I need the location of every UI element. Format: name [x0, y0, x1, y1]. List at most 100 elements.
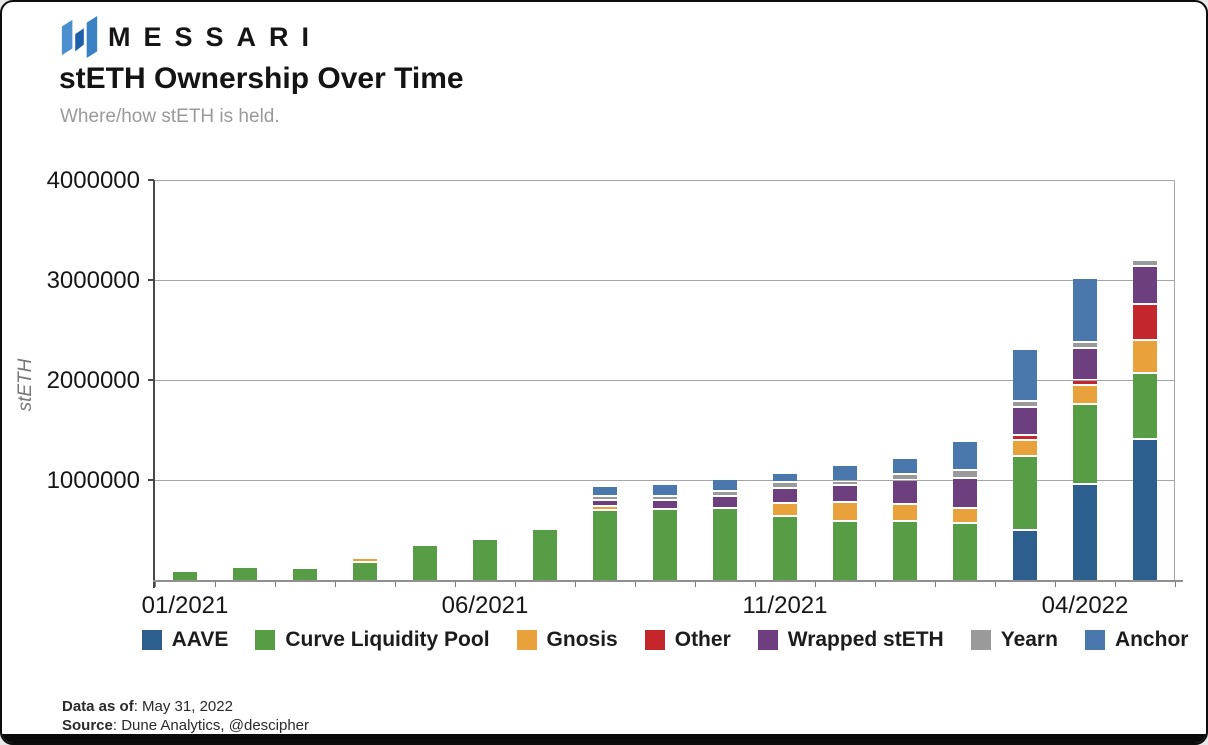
- x-tick-label: 01/2021: [141, 592, 229, 619]
- x-tick-mark: [995, 582, 996, 587]
- y-tick-mark: [148, 379, 154, 381]
- bar-segment-wrapped-steth: [893, 481, 917, 503]
- bar-segment-curve-liquidity-pool: [533, 530, 557, 580]
- bar-segment-curve-liquidity-pool: [413, 546, 437, 580]
- x-tick-mark: [335, 582, 336, 587]
- legend-item-aave[interactable]: AAVE: [141, 628, 228, 652]
- bar-segment-curve-liquidity-pool: [893, 522, 917, 580]
- bar-segment-other: [1073, 381, 1097, 384]
- bar-segment-anchor: [953, 442, 977, 469]
- x-tick-label: 06/2021: [441, 592, 529, 619]
- legend-swatch: [970, 630, 991, 650]
- gridline: [155, 480, 1175, 481]
- gridline: [155, 380, 1175, 381]
- bar-segment-curve-liquidity-pool: [953, 524, 977, 580]
- x-tick-mark: [395, 582, 396, 587]
- stacked-bar-05/2021: [413, 546, 437, 580]
- stacked-bar-09/2021: [653, 485, 677, 580]
- legend-swatch: [255, 630, 276, 650]
- x-tick-mark: [155, 582, 156, 587]
- bar-segment-curve-liquidity-pool: [473, 540, 497, 580]
- y-tick-mark: [148, 479, 154, 481]
- page-title: stETH Ownership Over Time: [59, 62, 464, 95]
- bar-segment-gnosis: [893, 505, 917, 520]
- x-tick-label: 04/2022: [1041, 592, 1129, 619]
- bar-segment-curve-liquidity-pool: [1073, 405, 1097, 483]
- source-line: Source: Dune Analytics, @descipher: [62, 717, 310, 734]
- y-tick-label: 1000000: [46, 467, 140, 494]
- x-tick-mark: [935, 582, 936, 587]
- x-tick-mark: [455, 582, 456, 587]
- x-tick-mark: [275, 582, 276, 587]
- bar-segment-yearn: [1013, 402, 1037, 406]
- gridline: [155, 280, 1175, 281]
- bar-segment-aave: [1073, 485, 1097, 580]
- legend-label: Curve Liquidity Pool: [285, 628, 490, 651]
- messari-logo-icon: [61, 16, 98, 58]
- page-subtitle: Where/how stETH is held.: [60, 106, 280, 127]
- bar-segment-curve-liquidity-pool: [233, 568, 257, 580]
- bar-segment-curve-liquidity-pool: [293, 569, 317, 580]
- bar-segment-gnosis: [353, 559, 377, 561]
- stacked-bar-06/2021: [473, 540, 497, 580]
- legend-swatch: [1084, 630, 1105, 650]
- stacked-bar-02/2022: [953, 442, 977, 580]
- bar-segment-anchor: [833, 466, 857, 480]
- x-tick-label: 11/2021: [742, 592, 828, 619]
- bar-segment-wrapped-steth: [1013, 408, 1037, 434]
- bar-segment-curve-liquidity-pool: [353, 563, 377, 580]
- bar-segment-anchor: [1013, 350, 1037, 400]
- bar-segment-gnosis: [833, 503, 857, 520]
- chart-legend: AAVE Curve Liquidity Pool Gnosis Other Wrapp…: [141, 626, 1188, 654]
- bar-segment-yearn: [593, 497, 617, 499]
- legend-item-other[interactable]: Other: [644, 628, 731, 652]
- bar-segment-yearn: [1073, 343, 1097, 347]
- stacked-bar-03/2022: [1013, 350, 1037, 580]
- bar-segment-anchor: [713, 480, 737, 490]
- legend-item-anchor[interactable]: Anchor: [1084, 628, 1188, 652]
- stacked-bar-08/2021: [593, 487, 617, 580]
- bottom-bar: [2, 734, 1206, 743]
- x-tick-mark: [575, 582, 576, 587]
- brand-wordmark: MESSARI: [108, 21, 323, 52]
- y-tick-label: 3000000: [46, 267, 140, 294]
- bar-segment-wrapped-steth: [1073, 349, 1097, 379]
- bar-segment-yearn: [773, 483, 797, 487]
- bar-segment-aave: [1133, 440, 1157, 580]
- legend-item-yearn[interactable]: Yearn: [970, 628, 1058, 652]
- legend-item-gnosis[interactable]: Gnosis: [516, 628, 618, 652]
- bar-segment-anchor: [893, 459, 917, 473]
- bar-segment-yearn: [833, 482, 857, 484]
- bar-segment-curve-liquidity-pool: [653, 510, 677, 580]
- stacked-bar-02/2021: [233, 568, 257, 580]
- stacked-bar-10/2021: [713, 480, 737, 580]
- legend-item-curve-liquidity-pool[interactable]: Curve Liquidity Pool: [255, 628, 490, 652]
- bar-segment-yearn: [953, 471, 977, 477]
- chart-footnote: Data as of: May 31, 2022 Source: Dune An…: [62, 697, 309, 735]
- y-tick-mark: [148, 179, 154, 181]
- bar-segment-anchor: [653, 485, 677, 495]
- x-tick-mark: [695, 582, 696, 587]
- y-axis-line: [153, 180, 155, 588]
- stacked-bar-01/2022: [893, 459, 917, 580]
- plot-area: [153, 180, 1184, 588]
- y-tick-label: 2000000: [46, 367, 140, 394]
- bar-segment-gnosis: [953, 509, 977, 522]
- bar-segment-anchor: [1073, 279, 1097, 341]
- stacked-bar-07/2021: [533, 530, 557, 580]
- stacked-bar-12/2021: [833, 466, 857, 580]
- legend-label: Gnosis: [546, 628, 618, 651]
- bar-segment-curve-liquidity-pool: [593, 511, 617, 580]
- bar-segment-yearn: [713, 492, 737, 495]
- stacked-bar-11/2021: [773, 474, 797, 580]
- bar-segment-other: [1013, 436, 1037, 439]
- legend-item-wrapped-steth[interactable]: Wrapped stETH: [757, 628, 944, 652]
- bar-segment-curve-liquidity-pool: [833, 522, 857, 580]
- legend-swatch: [644, 630, 665, 650]
- bar-segment-curve-liquidity-pool: [773, 517, 797, 580]
- stacked-bar-04/2021: [353, 559, 377, 580]
- bar-segment-gnosis: [1133, 341, 1157, 372]
- bar-segment-gnosis: [1073, 386, 1097, 403]
- bar-segment-gnosis: [1013, 441, 1037, 455]
